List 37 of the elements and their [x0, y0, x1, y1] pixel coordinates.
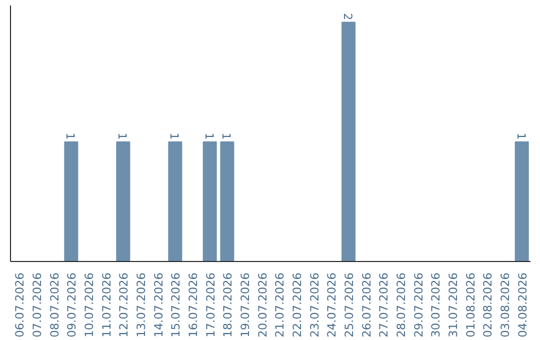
data-label: 1 — [202, 132, 216, 140]
x-tick-label: 29.07.2026 — [411, 272, 426, 338]
data-label: 1 — [168, 132, 182, 140]
x-tick-label: 17.07.2026 — [203, 272, 218, 338]
x-tick-label: 24.07.2026 — [324, 272, 339, 338]
x-tick-label: 20.07.2026 — [255, 272, 270, 338]
x-tick-label: 21.07.2026 — [272, 272, 287, 338]
data-label: 1 — [116, 132, 130, 140]
x-tick-label: 16.07.2026 — [186, 272, 200, 338]
x-tick-label: 07.07.2026 — [30, 272, 44, 338]
x-tick-label: 15.07.2026 — [168, 272, 183, 338]
x-tick-label: 31.07.2026 — [446, 272, 460, 338]
x-tick-label: 11.07.2026 — [99, 272, 114, 338]
x-tick-label: 26.07.2026 — [359, 272, 374, 338]
x-tick-label: 06.07.2026 — [12, 272, 27, 338]
x-tick-label: 18.07.2026 — [220, 272, 235, 338]
x-tick-label: 14.07.2026 — [151, 272, 166, 338]
x-tick-label: 30.07.2026 — [428, 272, 443, 338]
x-tick-label: 13.07.2026 — [134, 272, 148, 338]
x-tick-label: 22.07.2026 — [290, 272, 304, 338]
data-label: 1 — [514, 132, 528, 140]
data-label: 1 — [64, 132, 78, 140]
x-tick-label: 09.07.2026 — [64, 272, 79, 338]
x-tick-label: 02.08.2026 — [480, 272, 495, 338]
x-tick-label: 25.07.2026 — [342, 272, 356, 338]
x-tick-label: 03.08.2026 — [498, 272, 512, 338]
data-label: 2 — [341, 13, 355, 20]
x-tick-label: 12.07.2026 — [116, 272, 131, 338]
x-tick-label: 10.07.2026 — [82, 272, 96, 338]
x-tick-label: 23.07.2026 — [307, 272, 322, 338]
x-tick-label: 27.07.2026 — [376, 272, 391, 338]
x-tick-label: 04.08.2026 — [515, 272, 530, 338]
x-tick-label: 01.08.2026 — [463, 272, 478, 338]
x-tick-label: 28.07.2026 — [394, 272, 408, 338]
data-label: 1 — [220, 132, 234, 140]
x-tick-label: 08.07.2026 — [47, 272, 62, 338]
x-tick-label: 19.07.2026 — [238, 272, 252, 338]
